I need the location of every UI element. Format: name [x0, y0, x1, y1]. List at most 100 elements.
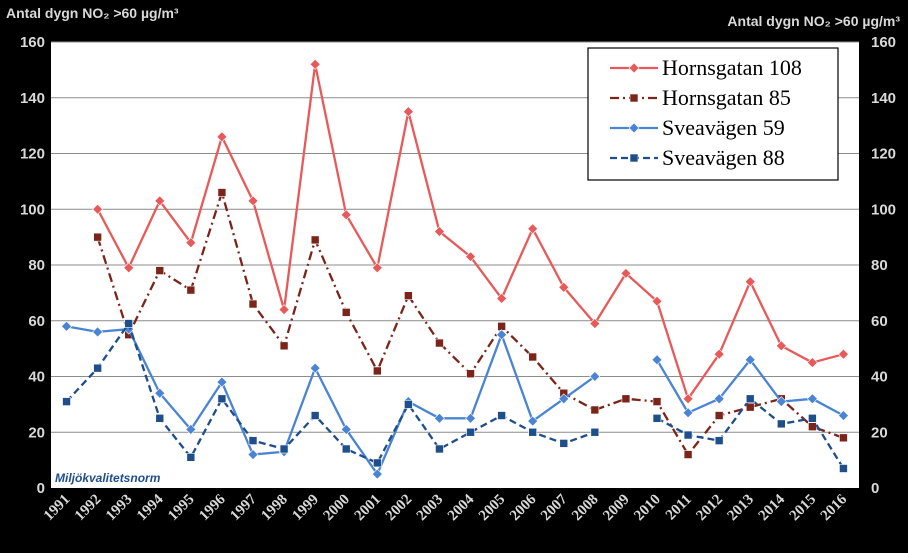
y-tick-label-right: 40: [871, 369, 888, 386]
y-tick-label-left: 20: [28, 424, 45, 441]
data-point: [775, 340, 787, 352]
data-point: [279, 444, 289, 454]
y-tick-label-left: 120: [20, 146, 45, 163]
series-sveav-gen-59: [61, 320, 849, 480]
data-point: [248, 299, 258, 309]
data-point: [651, 295, 663, 307]
data-point: [713, 393, 725, 405]
data-point: [528, 352, 537, 362]
data-point: [371, 262, 383, 274]
y-tick-label-right: 160: [871, 34, 896, 51]
data-point: [404, 291, 413, 300]
data-point: [92, 326, 104, 338]
data-point: [496, 329, 508, 341]
data-point: [62, 397, 71, 406]
data-point: [590, 427, 600, 437]
legend-marker: [629, 93, 639, 103]
data-point: [373, 366, 382, 376]
data-point: [155, 414, 165, 423]
data-point: [340, 424, 352, 435]
data-point: [527, 415, 539, 427]
legend-label: Hornsgatan 85: [662, 85, 791, 110]
data-point: [124, 319, 133, 328]
data-point: [744, 354, 756, 366]
legend: Hornsgatan 108 Hornsgatan 85 Sveavägen 59 S…: [587, 47, 839, 181]
data-point: [683, 430, 693, 440]
data-point: [745, 394, 755, 404]
data-point: [434, 412, 445, 424]
legend-marker: [628, 122, 640, 134]
y-axis-title-right: Antal dygn NO₂ >60 µg/m³: [727, 13, 900, 29]
data-point: [185, 237, 197, 249]
data-point: [217, 188, 227, 197]
y-tick-label-right: 80: [871, 257, 888, 274]
data-point: [154, 195, 166, 207]
data-point: [309, 58, 321, 70]
data-point: [434, 226, 445, 237]
data-point: [589, 318, 601, 329]
data-point: [496, 293, 508, 304]
legend-label: Hornsgatan 108: [662, 55, 802, 80]
legend-label: Sveavägen 59: [662, 115, 785, 140]
data-point: [310, 411, 320, 420]
data-point: [714, 411, 724, 420]
data-point: [279, 341, 289, 351]
data-point: [309, 362, 321, 374]
legend-label: Sveavägen 88: [662, 145, 785, 170]
data-point: [497, 322, 506, 331]
annotation-miljokvalitetsnorm: Miljökvalitetsnorm: [55, 471, 161, 485]
data-point: [465, 251, 476, 263]
data-point: [589, 371, 601, 382]
data-point: [155, 266, 165, 275]
series-hornsgatan-108: [92, 58, 849, 405]
y-tick-label-right: 120: [871, 146, 896, 163]
legend-marker: [628, 62, 640, 74]
data-point: [92, 203, 104, 215]
series-layer: [61, 58, 849, 480]
data-point: [435, 444, 444, 454]
y-tick-label-left: 80: [28, 257, 45, 274]
data-point: [247, 449, 259, 460]
data-point: [123, 262, 135, 274]
legend-item: Sveavägen 59: [610, 115, 785, 140]
legend-marker: [629, 153, 639, 163]
y-tick-label-left: 160: [20, 34, 45, 51]
y-axis-title-left: Antal dygn NO₂ >60 µg/m³: [6, 5, 179, 21]
y-axis-right: 0 20 40 60 80 100 120 140 160: [871, 34, 896, 497]
data-point: [310, 235, 320, 245]
y-axis-left: 0 20 40 60 80 100 120 140 160: [20, 34, 45, 497]
data-point: [402, 106, 414, 118]
y-tick-label-right: 20: [871, 424, 888, 441]
data-point: [465, 412, 476, 424]
data-point: [186, 285, 196, 295]
data-point: [93, 363, 102, 373]
series-sveav-gen-88: [62, 319, 848, 473]
data-point: [775, 396, 787, 408]
y-tick-label-left: 140: [20, 90, 45, 107]
data-point: [806, 393, 818, 405]
y-tick-label-right: 100: [871, 201, 896, 218]
y-tick-label-left: 100: [20, 201, 45, 218]
data-point: [497, 411, 506, 420]
data-point: [341, 444, 351, 454]
data-point: [806, 357, 818, 368]
series-line: [65, 322, 596, 465]
data-point: [61, 320, 72, 332]
data-point: [558, 393, 570, 405]
data-point: [651, 354, 663, 366]
series-hornsgatan-85: [93, 188, 848, 459]
data-point: [683, 450, 693, 459]
data-point: [744, 276, 756, 288]
data-point: [185, 424, 197, 435]
series-line: [66, 325, 596, 476]
data-point: [466, 427, 475, 437]
y-tick-label-right: 60: [871, 313, 888, 330]
data-point: [558, 281, 570, 293]
legend-item: Sveavägen 88: [610, 145, 785, 170]
data-point: [154, 387, 166, 399]
data-point: [652, 397, 662, 406]
data-point: [248, 436, 258, 445]
data-point: [216, 376, 228, 388]
data-point: [186, 453, 196, 462]
data-point: [682, 407, 694, 419]
